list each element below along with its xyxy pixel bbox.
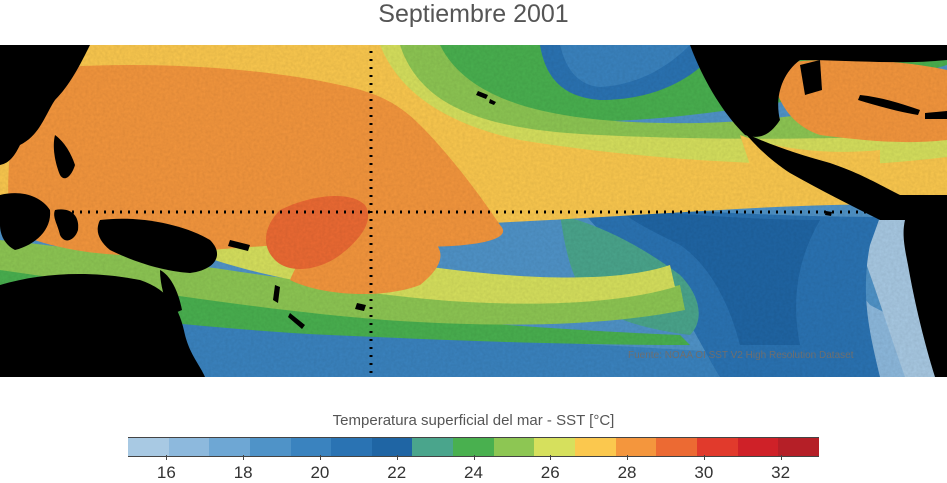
land-cuba [858,95,920,115]
colorbar-tick-label: 20 [310,463,330,482]
colorbar-tickmark [166,455,168,460]
land-sulawesi [54,209,79,241]
colorbar-swatch [209,438,250,456]
land-solomons [228,240,250,251]
land-borneo [0,193,51,250]
land-australia [0,273,205,377]
colorbar-tickmark [550,455,552,460]
land-central-america [745,133,947,220]
land-yucatan [800,60,822,95]
colorbar-tick-label: 24 [464,463,483,482]
colorbar-swatch [168,438,210,456]
colorbar-tickmark [473,455,475,460]
colorbar-swatch [249,438,291,456]
colorbar-swatch [656,438,697,456]
data-source-credit: Fuente: NOAA OI SST V2 High Resolution D… [628,350,854,361]
colorbar-swatch [778,438,819,456]
colorbar-swatch [290,438,332,456]
chart-title: Septiembre 2001 [378,0,569,28]
colorbar-tick-label: 26 [540,463,560,482]
colorbar-tickmark [703,455,705,460]
colorbar-swatch [331,438,372,456]
colorbar-swatch [615,438,657,456]
colorbar-tickmark [243,455,245,460]
colorbar-tick-label: 28 [617,463,637,482]
colorbar-tickmark [319,455,321,460]
colorbar-swatch [453,438,494,456]
colorbar-swatch [696,438,738,456]
colorbar-tick-label: 30 [694,463,714,482]
land-hawaii [476,91,496,105]
colorbar-tick-label: 16 [156,463,176,482]
colorbar [128,437,819,457]
land-fiji [355,303,366,311]
land-vanuatu [273,285,280,303]
colorbar-swatch [412,438,454,456]
land-new-guinea [97,218,218,273]
land-south-america [903,220,947,377]
colorbar-tick-label: 18 [233,463,253,482]
land-asia [0,45,90,165]
colorbar-swatch [575,438,616,456]
colorbar-tick-label: 22 [387,463,407,482]
land-philippines [53,135,75,179]
colorbar-tickmark [780,455,782,460]
land-north-america [690,45,947,137]
land-masses [0,45,947,377]
colorbar-tickmark [627,455,629,460]
land-hispaniola [925,111,947,119]
colorbar-tickmark [396,455,398,460]
colorbar-swatch [371,438,413,456]
land-new-caledonia [288,313,305,329]
land-galapagos [825,211,832,216]
colorbar-swatch [737,438,779,456]
land-cape-york [160,270,182,315]
sst-map [0,45,947,377]
colorbar-label: Temperatura superficial del mar - SST [°… [332,412,615,429]
colorbar-ticks: 16 18 20 22 24 26 28 30 32 [0,455,947,482]
colorbar-swatch [493,438,535,456]
colorbar-tick-label: 32 [771,463,791,482]
colorbar-swatch [534,438,576,456]
colorbar-swatch [128,438,169,456]
